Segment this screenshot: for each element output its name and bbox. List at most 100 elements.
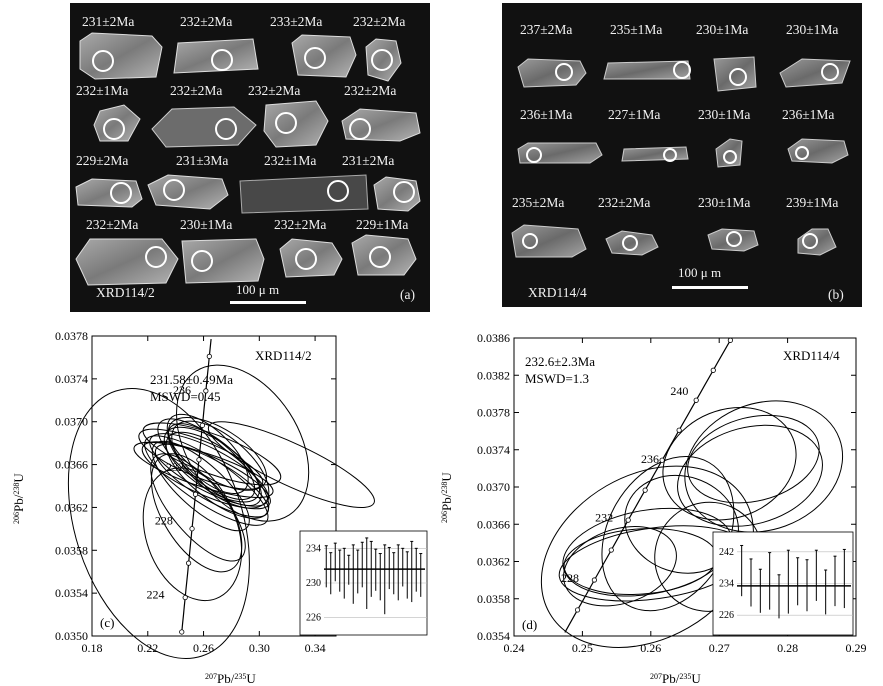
age-label: 231±2Ma: [342, 153, 395, 168]
concordia-age-marker: [574, 607, 581, 613]
age-label: 232±2Ma: [598, 195, 651, 210]
zircon-grain: [713, 56, 757, 92]
concordia-age-marker: [676, 427, 682, 433]
panel-label: (c): [100, 615, 114, 630]
sample-id: XRD114/2: [255, 348, 312, 363]
age-label: 230±1Ma: [180, 217, 233, 232]
analysis-spot: [304, 47, 326, 69]
inset-tick-label: 234: [719, 579, 734, 590]
error-ellipse: [133, 441, 274, 498]
analysis-spot: [723, 150, 737, 164]
analysis-spot: [673, 61, 691, 79]
x-tick-label: 0.25: [572, 641, 593, 655]
concordia-age-marker: [710, 367, 716, 373]
error-ellipses: [67, 364, 375, 659]
concordia-age-marker: [203, 388, 209, 394]
concordia-age-label: 232: [166, 460, 184, 474]
zircon-grain: [279, 238, 343, 278]
zircon-grain: [93, 104, 141, 142]
zircon-grain: [173, 38, 259, 74]
analysis-spot: [191, 250, 213, 272]
zircon-grain: [603, 60, 691, 80]
concordia-curve: 224 228 232 236: [147, 339, 212, 635]
age-label: 227±1Ma: [608, 107, 661, 122]
zircon-grain: [365, 38, 402, 82]
error-ellipse: [677, 424, 823, 527]
age-label: 232±1Ma: [264, 153, 317, 168]
scale-bar: [230, 301, 306, 304]
y-tick-label: 0.0354: [477, 629, 510, 643]
concordia-age-marker: [591, 577, 597, 583]
concordia-age-marker: [196, 457, 202, 463]
analysis-spot: [729, 68, 747, 86]
error-ellipse: [167, 423, 262, 507]
concordia-plot-c: 224 228 232 236 0.18 0.22 0.26 0.30 0.34 0.0350 0…: [11, 329, 428, 686]
analysis-spot: [103, 118, 125, 140]
analysis-spots: [92, 47, 415, 272]
sample-id: XRD114/4: [783, 348, 840, 363]
age-label: 230±1Ma: [698, 195, 751, 210]
zircon-grain: [181, 238, 265, 284]
analysis-spot: [110, 182, 132, 204]
error-ellipse: [138, 428, 264, 490]
age-label: 232±2Ma: [353, 14, 406, 29]
x-tick-label: 0.27: [709, 641, 730, 655]
age-label: 232±2Ma: [86, 217, 139, 232]
zircon-grain: [779, 58, 851, 88]
inset-tick-label: 226: [719, 610, 734, 621]
error-ellipse: [207, 421, 375, 509]
age-label: 231±3Ma: [176, 153, 229, 168]
zircon-grain: [75, 178, 143, 208]
y-tick-label: 0.0362: [55, 500, 88, 514]
age-label: 236±1Ma: [782, 107, 835, 122]
y-tick-label: 0.0370: [477, 480, 510, 494]
axis-ticks: 0.24 0.25 0.26 0.27 0.28 0.29 0.0354 0.0358 0.03…: [477, 331, 867, 655]
y-tick-label: 0.0374: [477, 443, 510, 457]
analysis-spots: [522, 61, 839, 251]
age-label: 231±2Ma: [82, 14, 135, 29]
y-tick-label: 0.0382: [477, 368, 510, 382]
analysis-spot: [522, 233, 538, 249]
zircon-grain: [605, 230, 659, 256]
concordia-age-marker: [182, 594, 188, 601]
concordia-age-marker: [206, 353, 212, 359]
inset-tick-label: 226: [306, 613, 321, 624]
zircon-grain: [517, 142, 603, 164]
sample-id-label: XRD114/2: [96, 285, 155, 300]
y-tick-label: 0.0362: [477, 555, 510, 569]
age-label: 230±1Ma: [698, 107, 751, 122]
concordia-age-label: 228: [561, 571, 579, 585]
error-ellipse: [176, 364, 310, 522]
inset-tick-label: 242: [719, 547, 734, 558]
analysis-spot: [211, 49, 233, 71]
concordia-age-marker: [179, 629, 185, 635]
zircon-grain: [147, 174, 229, 210]
zircon-grains-b: [511, 56, 851, 258]
x-tick-label: 0.34: [305, 641, 326, 655]
age-label: 229±1Ma: [356, 217, 409, 232]
age-label: 232±2Ma: [180, 14, 233, 29]
x-tick-label: 0.22: [137, 641, 158, 655]
plot-frame: [91, 335, 337, 637]
y-tick-label: 0.0370: [55, 415, 88, 429]
concordia-age-label: 232: [595, 510, 613, 524]
age-label: 230±1Ma: [786, 22, 839, 37]
zircon-grain: [151, 106, 257, 148]
age-label: 232±2Ma: [274, 217, 327, 232]
concordia-age-marker: [693, 397, 699, 403]
age-label: 232±2Ma: [248, 83, 301, 98]
analysis-spot: [295, 248, 317, 270]
concordia-age-marker: [659, 457, 665, 463]
concordia-curve: 228 232 236 240: [561, 337, 733, 633]
y-tick-label: 0.0358: [477, 592, 510, 606]
error-ellipse: [662, 406, 797, 521]
inset-age-plot: 242 234 226: [712, 531, 854, 636]
analysis-spot: [795, 146, 809, 160]
inset-tick-label: 230: [306, 578, 321, 589]
error-ellipse: [166, 413, 249, 494]
x-tick-label: 0.26: [193, 641, 214, 655]
error-ellipse: [562, 507, 733, 597]
concordia-line: [564, 339, 731, 633]
concordia-line: [181, 339, 212, 633]
zircon-grain: [341, 108, 421, 142]
